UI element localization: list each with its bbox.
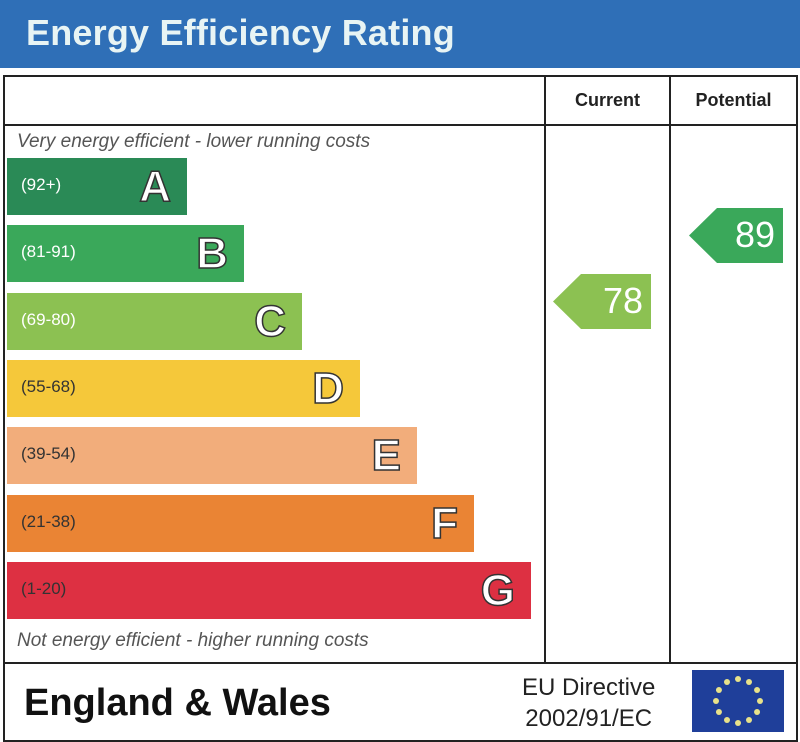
divider [544, 75, 546, 664]
star-icon [715, 709, 722, 715]
star-icon [746, 678, 752, 685]
band-a: (92+) A [7, 158, 187, 215]
band-range: (69-80) [21, 309, 76, 329]
band-e: (39-54) E [7, 427, 417, 485]
band-range: (21-38) [21, 511, 76, 531]
band-d: (55-68) D [7, 359, 360, 417]
title-bar: Energy Efficiency Rating [0, 0, 800, 68]
star-icon [754, 709, 761, 715]
band-range: (55-68) [21, 376, 76, 396]
band-b: (81-91) B [7, 225, 244, 283]
band-letter: F [430, 498, 458, 549]
divider [3, 662, 798, 664]
band-letter: E [371, 430, 402, 481]
band-letter: C [253, 296, 286, 347]
star-icon [735, 676, 741, 682]
band-range: (39-54) [21, 444, 76, 464]
chart-title: Energy Efficiency Rating [26, 12, 455, 53]
band-f: (21-38) F [7, 494, 474, 552]
band-range: (81-91) [21, 242, 76, 262]
bottom-note: Not energy efficient - higher running co… [17, 630, 369, 651]
current-rating-arrow: 78 [553, 274, 651, 330]
band-range: (1-20) [21, 578, 67, 598]
directive-line1: EU Directive [522, 674, 656, 701]
star-icon [724, 717, 730, 724]
star-icon [757, 698, 763, 704]
directive-line2: 2002/91/EC [525, 705, 653, 732]
band-range: (92+) [21, 175, 62, 194]
star-icon [713, 698, 719, 704]
rating-table [3, 75, 798, 742]
star-icon [724, 678, 730, 685]
eu-flag-icon [692, 670, 784, 732]
star-icon [715, 687, 722, 693]
divider [669, 75, 671, 664]
column-potential: Potential [695, 90, 772, 110]
divider [3, 124, 798, 126]
band-letter: B [195, 229, 228, 280]
eu-directive: EU Directive 2002/91/EC [522, 672, 655, 734]
band-c: (69-80) C [7, 292, 302, 350]
star-icon [735, 720, 741, 726]
star-icon [754, 687, 761, 693]
top-note: Very energy efficient - lower running co… [17, 131, 371, 152]
potential-rating-arrow: 89 [689, 208, 783, 264]
band-letter: A [138, 161, 171, 212]
band-letter: D [311, 363, 344, 414]
current-rating-value: 78 [602, 280, 643, 322]
band-letter: G [480, 565, 516, 616]
column-current: Current [574, 90, 640, 110]
band-g: (1-20) G [7, 561, 531, 619]
region-label: England & Wales [24, 682, 331, 724]
star-icon [746, 717, 752, 724]
potential-rating-value: 89 [734, 214, 775, 256]
